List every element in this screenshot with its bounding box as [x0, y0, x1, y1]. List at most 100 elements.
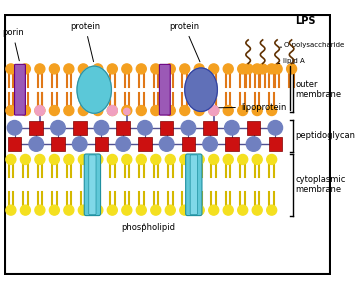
Circle shape — [252, 105, 262, 116]
Circle shape — [35, 154, 45, 164]
Circle shape — [6, 64, 16, 74]
Circle shape — [246, 137, 261, 151]
Circle shape — [35, 105, 45, 116]
Circle shape — [203, 137, 217, 151]
Circle shape — [35, 105, 45, 116]
Circle shape — [238, 64, 248, 74]
Text: protein: protein — [70, 22, 100, 62]
Circle shape — [194, 154, 204, 164]
FancyBboxPatch shape — [51, 137, 65, 151]
Circle shape — [272, 64, 282, 74]
Circle shape — [252, 64, 262, 74]
Circle shape — [49, 154, 59, 164]
Circle shape — [49, 205, 59, 215]
Circle shape — [21, 154, 30, 164]
FancyBboxPatch shape — [160, 121, 173, 135]
Circle shape — [93, 154, 103, 164]
Text: peptidoglycan: peptidoglycan — [295, 131, 355, 140]
FancyBboxPatch shape — [247, 121, 260, 135]
Circle shape — [180, 64, 190, 74]
Text: lipid A: lipid A — [283, 58, 304, 64]
Circle shape — [6, 105, 16, 116]
Text: LPS: LPS — [295, 16, 316, 26]
Circle shape — [252, 205, 262, 215]
Ellipse shape — [185, 68, 217, 112]
Circle shape — [78, 205, 88, 215]
Circle shape — [78, 105, 88, 116]
Circle shape — [73, 137, 87, 151]
Ellipse shape — [77, 66, 112, 113]
FancyBboxPatch shape — [73, 121, 87, 135]
FancyBboxPatch shape — [30, 121, 43, 135]
Circle shape — [180, 105, 190, 116]
Circle shape — [209, 154, 219, 164]
Circle shape — [136, 105, 146, 116]
Circle shape — [181, 121, 196, 135]
Circle shape — [223, 154, 233, 164]
FancyBboxPatch shape — [186, 154, 202, 216]
FancyBboxPatch shape — [95, 137, 108, 151]
Circle shape — [209, 64, 219, 74]
Circle shape — [194, 205, 204, 215]
Circle shape — [93, 64, 103, 74]
Circle shape — [122, 105, 132, 116]
Circle shape — [35, 205, 45, 215]
Circle shape — [287, 64, 297, 74]
Circle shape — [151, 205, 161, 215]
Circle shape — [64, 105, 74, 116]
Circle shape — [268, 121, 283, 135]
Circle shape — [180, 205, 190, 215]
Circle shape — [37, 108, 43, 115]
FancyBboxPatch shape — [203, 121, 217, 135]
Circle shape — [209, 205, 219, 215]
Circle shape — [223, 105, 233, 116]
Circle shape — [209, 105, 219, 116]
Circle shape — [165, 105, 175, 116]
Circle shape — [21, 205, 30, 215]
Circle shape — [225, 121, 239, 135]
FancyBboxPatch shape — [160, 64, 170, 115]
Circle shape — [107, 154, 117, 164]
Circle shape — [151, 64, 161, 74]
Circle shape — [78, 64, 88, 74]
Circle shape — [267, 105, 277, 116]
Circle shape — [51, 121, 65, 135]
Circle shape — [267, 64, 277, 74]
Circle shape — [223, 205, 233, 215]
FancyBboxPatch shape — [8, 137, 21, 151]
Text: cytoplasmic
membrane: cytoplasmic membrane — [295, 175, 345, 194]
Circle shape — [122, 64, 132, 74]
Circle shape — [209, 105, 219, 116]
FancyBboxPatch shape — [138, 137, 152, 151]
Circle shape — [107, 105, 117, 116]
Circle shape — [122, 154, 132, 164]
Text: phospholipid: phospholipid — [122, 223, 175, 232]
Circle shape — [21, 64, 30, 74]
Circle shape — [165, 154, 175, 164]
Circle shape — [93, 105, 103, 116]
Circle shape — [6, 154, 16, 164]
Circle shape — [35, 64, 45, 74]
Circle shape — [122, 205, 132, 215]
Circle shape — [243, 64, 253, 74]
Circle shape — [210, 108, 217, 115]
Circle shape — [94, 121, 109, 135]
FancyBboxPatch shape — [89, 155, 96, 215]
Text: protein: protein — [170, 22, 200, 62]
Circle shape — [6, 205, 16, 215]
Circle shape — [252, 154, 262, 164]
Circle shape — [123, 108, 130, 115]
Circle shape — [136, 205, 146, 215]
Circle shape — [151, 105, 161, 116]
Circle shape — [78, 154, 88, 164]
Circle shape — [194, 64, 204, 74]
Circle shape — [49, 64, 59, 74]
Circle shape — [7, 121, 22, 135]
Circle shape — [136, 154, 146, 164]
Circle shape — [138, 121, 152, 135]
FancyBboxPatch shape — [190, 155, 197, 215]
FancyBboxPatch shape — [84, 154, 101, 216]
Circle shape — [107, 105, 117, 116]
FancyBboxPatch shape — [14, 64, 25, 115]
Text: outer
membrane: outer membrane — [295, 80, 342, 99]
